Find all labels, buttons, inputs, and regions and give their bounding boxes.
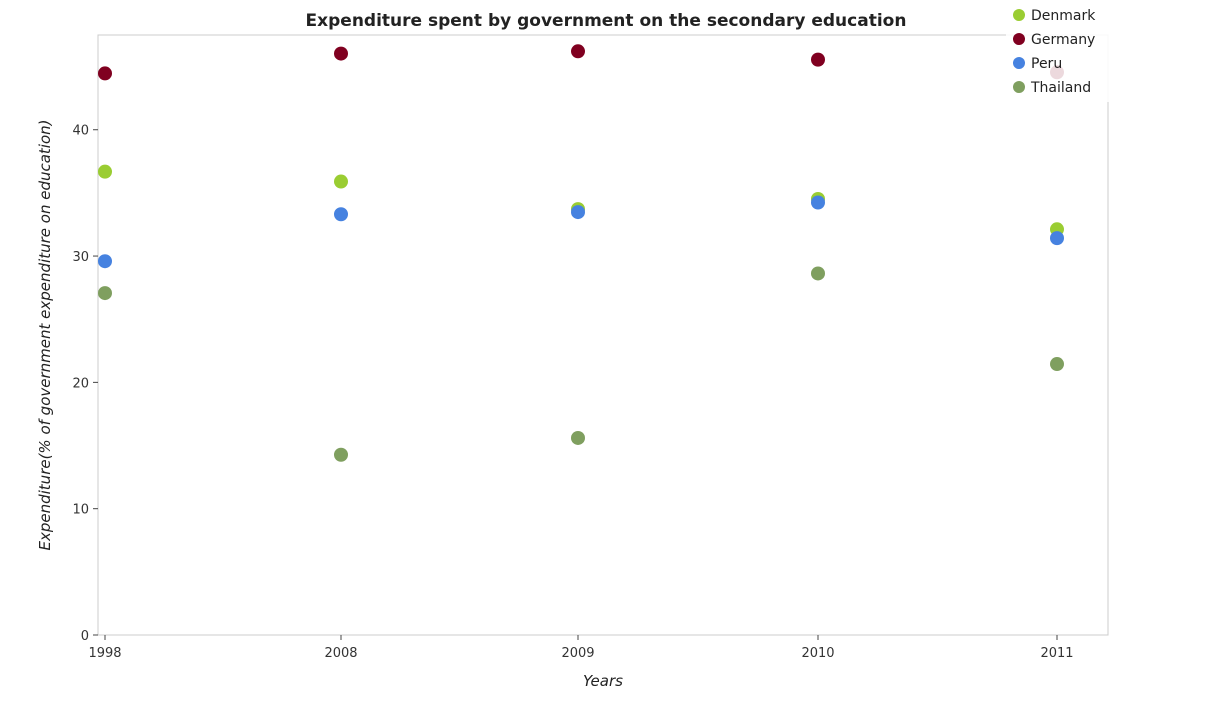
y-tick-label: 30 <box>72 250 89 265</box>
series-denmark <box>98 164 1064 237</box>
chart-title: Expenditure spent by government on the s… <box>306 11 907 31</box>
y-tick-label: 0 <box>81 629 89 644</box>
data-point[interactable] <box>811 52 825 67</box>
data-point[interactable] <box>1050 231 1064 246</box>
data-point[interactable] <box>334 207 348 222</box>
x-tick-label: 2009 <box>561 646 594 661</box>
y-axis: 0 10 20 30 40 <box>72 124 98 644</box>
data-point[interactable] <box>1050 357 1064 372</box>
x-tick-label: 2010 <box>801 646 834 661</box>
y-tick-label: 40 <box>72 124 89 139</box>
series-thailand <box>98 266 1064 462</box>
series-peru <box>98 195 1064 269</box>
data-point[interactable] <box>334 447 348 462</box>
data-point[interactable] <box>571 44 585 59</box>
legend-marker <box>1013 81 1025 93</box>
series-germany <box>98 44 1064 81</box>
data-point[interactable] <box>811 195 825 210</box>
data-point[interactable] <box>334 174 348 189</box>
legend-label: Denmark <box>1031 8 1096 24</box>
y-tick-label: 10 <box>72 503 89 518</box>
legend: Denmark Germany Peru Thailand <box>1006 2 1110 102</box>
legend-marker <box>1013 9 1025 21</box>
data-points <box>98 44 1064 462</box>
data-point[interactable] <box>571 205 585 220</box>
x-tick-label: 2008 <box>324 646 357 661</box>
y-axis-label: Expenditure(% of government expenditure … <box>36 120 54 551</box>
data-point[interactable] <box>98 164 112 179</box>
legend-marker <box>1013 33 1025 45</box>
y-tick-label: 20 <box>72 376 89 391</box>
legend-label: Thailand <box>1030 80 1091 96</box>
legend-label: Peru <box>1031 56 1062 72</box>
data-point[interactable] <box>571 430 585 445</box>
data-point[interactable] <box>811 266 825 281</box>
data-point[interactable] <box>98 66 112 81</box>
plot-area <box>97 34 1109 636</box>
x-axis-label: Years <box>583 672 623 690</box>
data-point[interactable] <box>98 286 112 301</box>
legend-label: Germany <box>1031 32 1095 48</box>
legend-marker <box>1013 57 1025 69</box>
x-axis: 1998 2008 2009 2010 2011 <box>88 635 1074 661</box>
data-point[interactable] <box>334 46 348 61</box>
data-point[interactable] <box>98 254 112 269</box>
x-tick-label: 1998 <box>88 646 121 661</box>
x-tick-label: 2011 <box>1040 646 1073 661</box>
